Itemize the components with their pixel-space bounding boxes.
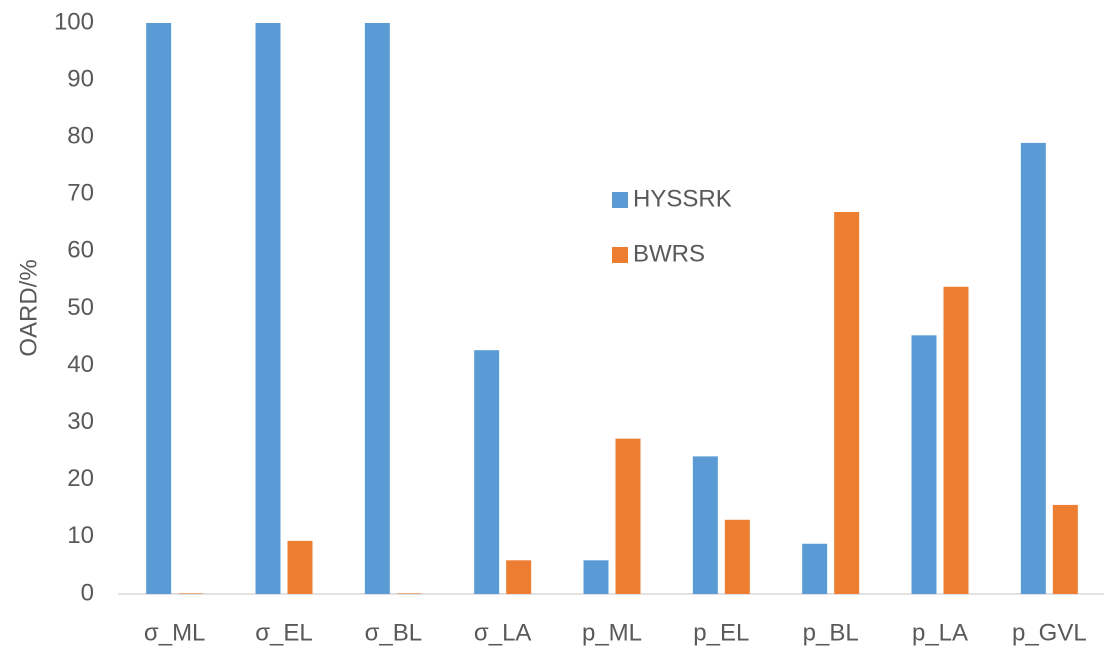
y-tick-label: 30 — [67, 408, 94, 435]
legend-swatch — [612, 192, 628, 208]
bar — [1020, 142, 1046, 594]
y-tick-label: 50 — [67, 294, 94, 321]
bar — [178, 593, 204, 594]
x-tick-label: p_LA — [912, 619, 968, 646]
x-tick-label: σ_EL — [255, 619, 313, 646]
bar — [834, 212, 860, 594]
x-tick-label: σ_LA — [474, 619, 532, 646]
bar — [724, 519, 750, 594]
x-tick-label: p_BL — [803, 619, 859, 646]
y-tick-label: 90 — [67, 65, 94, 92]
bar — [364, 23, 390, 594]
legend-label: HYSSRK — [633, 185, 732, 212]
y-tick-label: 100 — [54, 8, 94, 35]
bar — [146, 23, 172, 594]
bar — [1052, 504, 1078, 594]
y-tick-label: 60 — [67, 237, 94, 264]
legend-label: BWRS — [633, 240, 705, 267]
bar — [615, 438, 641, 594]
legend-swatch — [612, 247, 628, 263]
bar — [474, 350, 500, 594]
bar — [506, 560, 532, 594]
y-tick-label: 40 — [67, 351, 94, 378]
x-tick-label: σ_BL — [365, 619, 423, 646]
y-tick-label: 20 — [67, 465, 94, 492]
x-tick-label: p_GVL — [1012, 619, 1087, 646]
y-axis-label: OARD/% — [15, 259, 42, 356]
x-tick-label: σ_ML — [144, 619, 206, 646]
bar — [287, 540, 313, 594]
bar — [255, 23, 281, 594]
y-tick-label: 10 — [67, 522, 94, 549]
x-tick-label: p_EL — [693, 619, 749, 646]
bar — [943, 286, 969, 594]
x-tick-label: p_ML — [582, 619, 642, 646]
y-tick-label: 80 — [67, 123, 94, 150]
bar — [583, 560, 609, 594]
bar — [911, 335, 937, 594]
y-tick-label: 70 — [67, 180, 94, 207]
bar — [396, 593, 422, 594]
y-tick-label: 0 — [81, 579, 94, 606]
bar — [802, 543, 828, 594]
bar — [692, 456, 718, 594]
